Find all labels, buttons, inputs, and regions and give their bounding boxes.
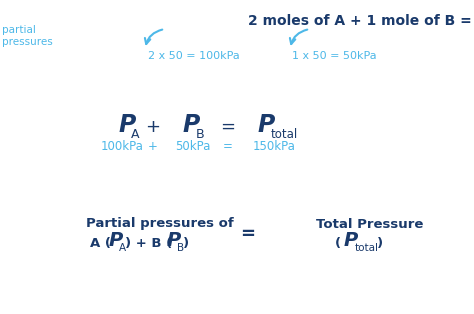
Text: =: = [220, 118, 236, 136]
Text: $\boldsymbol{P}$: $\boldsymbol{P}$ [118, 113, 137, 137]
Text: $\boldsymbol{P}$: $\boldsymbol{P}$ [257, 113, 276, 137]
Text: $\boldsymbol{P}$: $\boldsymbol{P}$ [108, 231, 124, 251]
Text: $\boldsymbol{P}$: $\boldsymbol{P}$ [343, 231, 359, 251]
Text: =: = [240, 225, 255, 243]
Text: Partial pressures of: Partial pressures of [86, 218, 234, 230]
Text: total: total [355, 243, 379, 253]
Text: B: B [177, 243, 184, 253]
Text: total: total [271, 127, 298, 140]
Text: Total Pressure: Total Pressure [316, 218, 424, 230]
Text: 150kPa: 150kPa [253, 140, 295, 154]
Text: B: B [196, 127, 205, 140]
Text: $\boldsymbol{P}$: $\boldsymbol{P}$ [182, 113, 201, 137]
Text: ) + B (: ) + B ( [125, 237, 172, 251]
Text: A (: A ( [90, 237, 111, 251]
Text: ): ) [377, 237, 383, 251]
Text: $\boldsymbol{P}$: $\boldsymbol{P}$ [166, 231, 182, 251]
Text: 100kPa: 100kPa [100, 140, 144, 154]
Text: 2 x 50 = 100kPa: 2 x 50 = 100kPa [148, 51, 240, 61]
Text: A: A [131, 127, 139, 140]
Text: partial
pressures: partial pressures [2, 25, 53, 46]
Text: 50kPa: 50kPa [175, 140, 210, 154]
Text: =: = [223, 140, 233, 154]
Text: A: A [119, 243, 126, 253]
Text: +: + [148, 140, 158, 154]
Text: 1 x 50 = 50kPa: 1 x 50 = 50kPa [292, 51, 377, 61]
Text: (: ( [335, 237, 341, 251]
Text: +: + [146, 118, 161, 136]
Text: ): ) [183, 237, 189, 251]
Text: 2 moles of A + 1 mole of B = 150kPa: 2 moles of A + 1 mole of B = 150kPa [248, 14, 474, 28]
